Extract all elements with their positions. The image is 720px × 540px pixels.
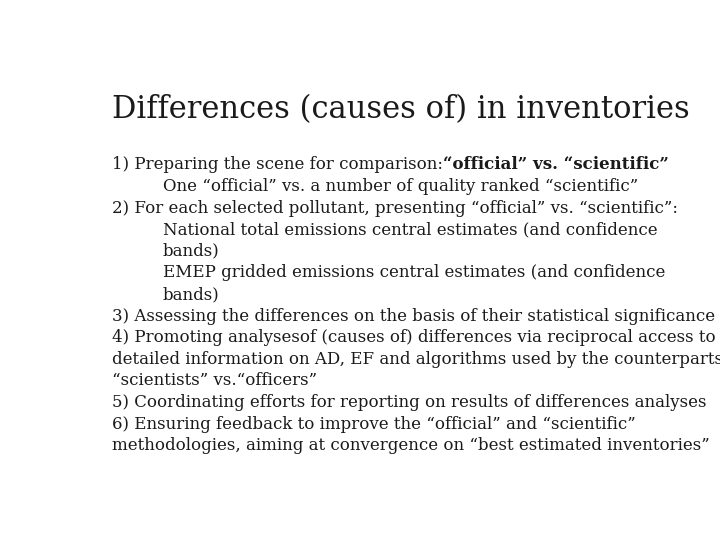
Text: 3) Assessing the differences on the basis of their statistical significance: 3) Assessing the differences on the basi… bbox=[112, 308, 716, 325]
Text: “official” vs. “scientific”: “official” vs. “scientific” bbox=[444, 156, 669, 173]
Text: One “official” vs. a number of quality ranked “scientific”: One “official” vs. a number of quality r… bbox=[163, 178, 638, 195]
Text: National total emissions central estimates (and confidence: National total emissions central estimat… bbox=[163, 221, 657, 238]
Text: 6) Ensuring feedback to improve the “official” and “scientific”: 6) Ensuring feedback to improve the “off… bbox=[112, 416, 636, 433]
Text: 2) For each selected pollutant, presenting “official” vs. “scientific”:: 2) For each selected pollutant, presenti… bbox=[112, 199, 678, 217]
Text: bands): bands) bbox=[163, 286, 220, 303]
Text: methodologies, aiming at convergence on “best estimated inventories”: methodologies, aiming at convergence on … bbox=[112, 437, 710, 454]
Text: EMEP gridded emissions central estimates (and confidence: EMEP gridded emissions central estimates… bbox=[163, 265, 665, 281]
Text: 4) Promoting analysesof (causes of) differences via reciprocal access to: 4) Promoting analysesof (causes of) diff… bbox=[112, 329, 716, 346]
Text: 5) Coordinating efforts for reporting on results of differences analyses: 5) Coordinating efforts for reporting on… bbox=[112, 394, 707, 411]
Text: detailed information on AD, EF and algorithms used by the counterparts:: detailed information on AD, EF and algor… bbox=[112, 351, 720, 368]
Text: bands): bands) bbox=[163, 243, 220, 260]
Text: Differences (causes of) in inventories: Differences (causes of) in inventories bbox=[112, 94, 690, 125]
Text: 1) Preparing the scene for comparison:: 1) Preparing the scene for comparison: bbox=[112, 156, 444, 173]
Text: “scientists” vs.“officers”: “scientists” vs.“officers” bbox=[112, 373, 318, 389]
